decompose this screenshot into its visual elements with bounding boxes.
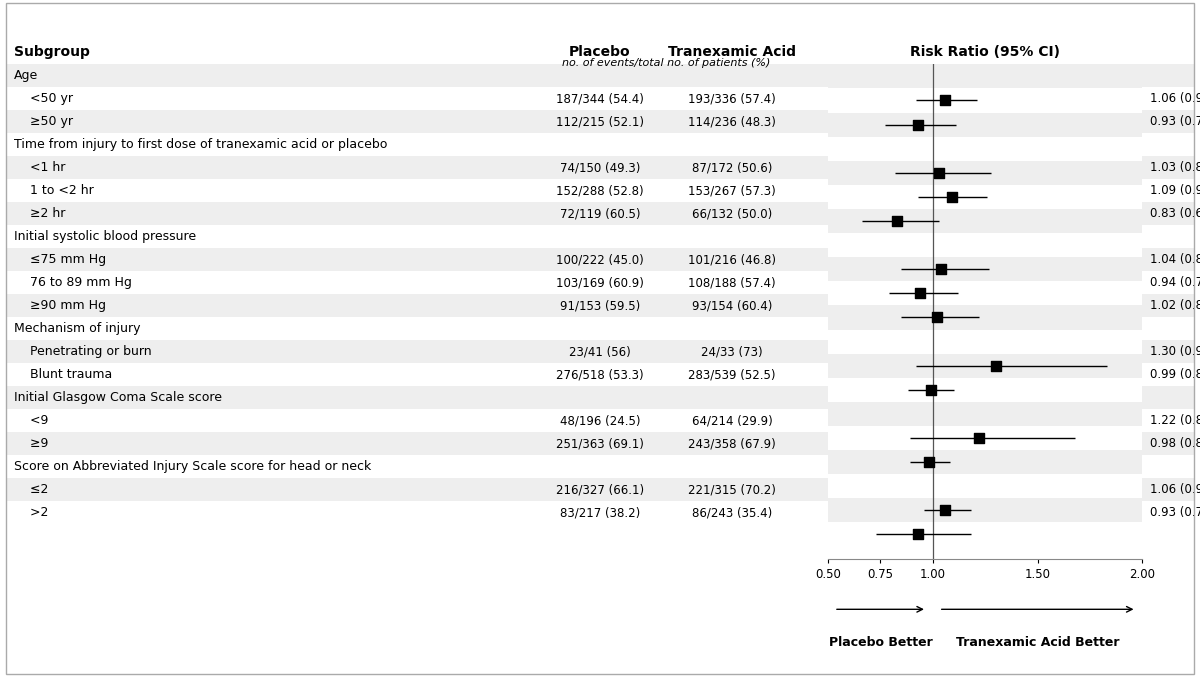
Text: ≥2 hr: ≥2 hr [14, 207, 66, 220]
Text: 0.83 (0.66–1.03): 0.83 (0.66–1.03) [1150, 207, 1200, 220]
Bar [828, 402, 1142, 426]
Text: 1.22 (0.89–1.68): 1.22 (0.89–1.68) [1150, 414, 1200, 427]
Text: 187/344 (54.4): 187/344 (54.4) [556, 92, 644, 106]
Point [930, 167, 949, 178]
Text: Risk Ratio (95% CI): Risk Ratio (95% CI) [910, 45, 1061, 59]
Text: Age: Age [14, 69, 38, 83]
Text: 100/222 (45.0): 100/222 (45.0) [556, 253, 644, 266]
Text: 48/196 (24.5): 48/196 (24.5) [559, 414, 641, 427]
Point [928, 312, 947, 323]
Text: 0.98 (0.89–1.08): 0.98 (0.89–1.08) [1150, 437, 1200, 450]
Point [986, 360, 1006, 371]
Bar [828, 64, 1142, 89]
Bar [828, 498, 1142, 523]
Text: 152/288 (52.8): 152/288 (52.8) [556, 184, 644, 197]
Text: no. of events/total no. of patients (%): no. of events/total no. of patients (%) [562, 58, 770, 68]
Text: ≥50 yr: ≥50 yr [14, 115, 73, 128]
Point [919, 457, 938, 468]
Bar [828, 450, 1142, 474]
Text: 87/172 (50.6): 87/172 (50.6) [692, 161, 772, 174]
Point [888, 215, 907, 226]
Point [936, 505, 955, 516]
Text: >2: >2 [14, 506, 49, 519]
Text: 216/327 (66.1): 216/327 (66.1) [556, 483, 644, 496]
Text: Time from injury to first dose of tranexamic acid or placebo: Time from injury to first dose of tranex… [14, 138, 388, 151]
Text: 1.04 (0.85–1.27): 1.04 (0.85–1.27) [1150, 253, 1200, 266]
Text: 1.30 (0.92–1.83): 1.30 (0.92–1.83) [1150, 345, 1200, 358]
Text: 0.99 (0.88–1.10): 0.99 (0.88–1.10) [1150, 368, 1200, 381]
Point [908, 529, 928, 540]
Text: 221/315 (70.2): 221/315 (70.2) [688, 483, 776, 496]
Text: 1.06 (0.92–1.21): 1.06 (0.92–1.21) [1150, 92, 1200, 106]
Text: 112/215 (52.1): 112/215 (52.1) [556, 115, 644, 128]
Bar [828, 305, 1142, 330]
Text: 251/363 (69.1): 251/363 (69.1) [556, 437, 644, 450]
Text: 83/217 (38.2): 83/217 (38.2) [560, 506, 640, 519]
Text: ≤2: ≤2 [14, 483, 49, 496]
Text: <50 yr: <50 yr [14, 92, 73, 106]
Text: 1.06 (0.96–1.18): 1.06 (0.96–1.18) [1150, 483, 1200, 496]
Text: 1.09 (0.93–1.26): 1.09 (0.93–1.26) [1150, 184, 1200, 197]
Bar [828, 112, 1142, 137]
Text: 101/216 (46.8): 101/216 (46.8) [688, 253, 776, 266]
Text: 72/119 (60.5): 72/119 (60.5) [559, 207, 641, 220]
Text: 74/150 (49.3): 74/150 (49.3) [560, 161, 640, 174]
Point [922, 385, 941, 395]
Text: Placebo Better: Placebo Better [828, 636, 932, 649]
Text: ≥9: ≥9 [14, 437, 49, 450]
Text: 153/267 (57.3): 153/267 (57.3) [688, 184, 776, 197]
Text: 0.93 (0.73–1.18): 0.93 (0.73–1.18) [1150, 506, 1200, 519]
Text: 1 to <2 hr: 1 to <2 hr [14, 184, 94, 197]
Point [908, 119, 928, 130]
Text: Subgroup: Subgroup [14, 45, 90, 59]
Text: <9: <9 [14, 414, 49, 427]
Text: 0.94 (0.79–1.12): 0.94 (0.79–1.12) [1150, 276, 1200, 289]
Text: 64/214 (29.9): 64/214 (29.9) [691, 414, 773, 427]
Text: Tranexamic Acid Better: Tranexamic Acid Better [956, 636, 1120, 649]
Text: 86/243 (35.4): 86/243 (35.4) [692, 506, 772, 519]
Text: 93/154 (60.4): 93/154 (60.4) [692, 299, 772, 312]
Bar [828, 257, 1142, 281]
Text: Score on Abbreviated Injury Scale score for head or neck: Score on Abbreviated Injury Scale score … [14, 460, 372, 473]
Text: 283/539 (52.5): 283/539 (52.5) [689, 368, 775, 381]
Point [942, 192, 961, 202]
Text: 76 to 89 mm Hg: 76 to 89 mm Hg [14, 276, 132, 289]
Text: 108/188 (57.4): 108/188 (57.4) [688, 276, 776, 289]
Text: 24/33 (73): 24/33 (73) [701, 345, 763, 358]
Text: Initial Glasgow Coma Scale score: Initial Glasgow Coma Scale score [14, 391, 222, 404]
Text: 23/41 (56): 23/41 (56) [569, 345, 631, 358]
Point [931, 264, 950, 275]
Text: 66/132 (50.0): 66/132 (50.0) [692, 207, 772, 220]
Point [970, 433, 989, 443]
Text: Mechanism of injury: Mechanism of injury [14, 322, 140, 335]
Text: 243/358 (67.9): 243/358 (67.9) [688, 437, 776, 450]
Text: 114/236 (48.3): 114/236 (48.3) [688, 115, 776, 128]
Text: ≤75 mm Hg: ≤75 mm Hg [14, 253, 107, 266]
Text: Initial systolic blood pressure: Initial systolic blood pressure [14, 230, 197, 243]
Text: Penetrating or burn: Penetrating or burn [14, 345, 152, 358]
Text: Tranexamic Acid: Tranexamic Acid [668, 45, 796, 59]
Text: Blunt trauma: Blunt trauma [14, 368, 113, 381]
Point [911, 288, 930, 299]
Bar [828, 353, 1142, 378]
Text: 276/518 (53.3): 276/518 (53.3) [556, 368, 644, 381]
Text: ≥90 mm Hg: ≥90 mm Hg [14, 299, 107, 312]
Text: 193/336 (57.4): 193/336 (57.4) [688, 92, 776, 106]
Text: 1.02 (0.85–1.22): 1.02 (0.85–1.22) [1150, 299, 1200, 312]
Text: Placebo: Placebo [569, 45, 631, 59]
Bar [828, 160, 1142, 185]
Text: <1 hr: <1 hr [14, 161, 66, 174]
Text: 1.03 (0.82–1.28): 1.03 (0.82–1.28) [1150, 161, 1200, 174]
Text: 0.93 (0.77–1.11): 0.93 (0.77–1.11) [1150, 115, 1200, 128]
Text: 103/169 (60.9): 103/169 (60.9) [556, 276, 644, 289]
Point [936, 95, 955, 106]
Bar [828, 209, 1142, 233]
Text: 91/153 (59.5): 91/153 (59.5) [560, 299, 640, 312]
